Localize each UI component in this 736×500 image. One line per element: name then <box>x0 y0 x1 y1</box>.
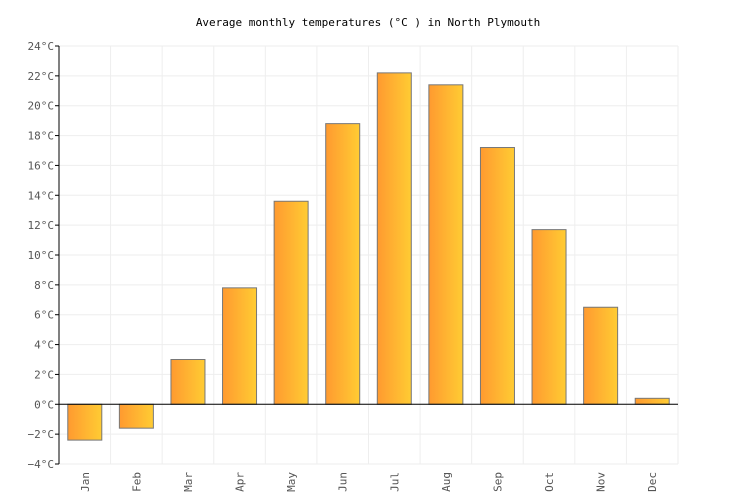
x-tick-label: Nov <box>595 472 608 492</box>
x-tick-label: Feb <box>130 472 143 492</box>
y-tick-label: −2°C <box>28 428 55 441</box>
y-tick-label: 18°C <box>28 130 55 143</box>
y-tick-label: 10°C <box>28 249 55 262</box>
y-tick-label: 22°C <box>28 70 55 83</box>
bar-nov <box>583 306 619 405</box>
x-tick-label: Sep <box>491 472 504 492</box>
y-tick-label: 6°C <box>34 309 54 322</box>
x-tick-label: Aug <box>440 472 453 492</box>
y-tick-label: 16°C <box>28 159 55 172</box>
y-tick-label: 20°C <box>28 100 55 113</box>
bar-jan <box>67 403 103 441</box>
chart-title: Average monthly temperatures (°C ) in No… <box>196 16 540 29</box>
bar-aug <box>428 84 464 405</box>
y-tick-label: 14°C <box>28 189 55 202</box>
x-tick-label: Jan <box>79 472 92 492</box>
bar-jul <box>376 72 412 405</box>
x-tick-label: May <box>285 472 298 492</box>
bar-dec <box>634 397 670 405</box>
y-tick-label: 24°C <box>28 40 55 53</box>
bar-jun <box>325 123 361 405</box>
x-tick-label: Jun <box>337 472 350 492</box>
y-tick-label: 4°C <box>34 339 54 352</box>
bar-may <box>273 200 309 405</box>
x-tick-label: Mar <box>182 472 195 492</box>
bar-feb <box>118 403 154 429</box>
bar-oct <box>531 229 567 405</box>
bar-mar <box>170 359 206 405</box>
y-tick-label: 12°C <box>28 219 55 232</box>
y-tick-label: 8°C <box>34 279 54 292</box>
y-tick-label: −4°C <box>28 458 55 471</box>
bar-apr <box>222 287 258 405</box>
x-tick-label: Apr <box>234 472 247 492</box>
y-tick-label: 2°C <box>34 368 54 381</box>
x-tick-label: Jul <box>388 472 401 492</box>
x-tick-label: Oct <box>543 472 556 492</box>
y-tick-label: 0°C <box>34 398 54 411</box>
x-tick-label: Dec <box>646 472 659 492</box>
bar-sep <box>479 147 515 405</box>
